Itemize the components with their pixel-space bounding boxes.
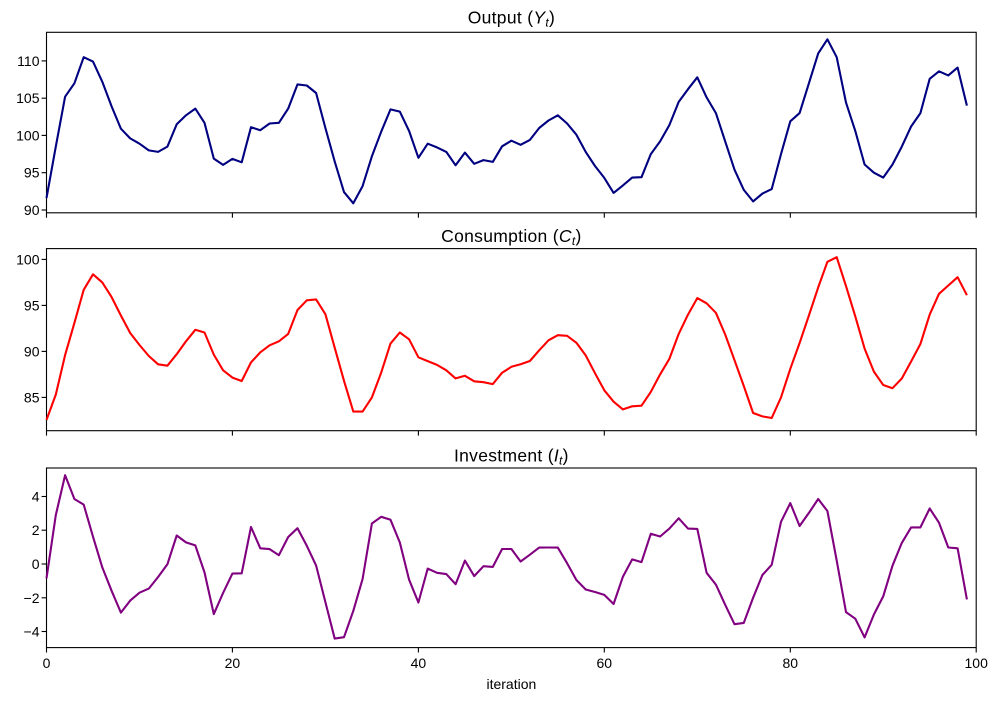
- svg-text:2: 2: [32, 522, 40, 538]
- svg-text:105: 105: [16, 90, 40, 106]
- svg-text:20: 20: [225, 655, 241, 671]
- svg-text:40: 40: [411, 655, 427, 671]
- svg-text:95: 95: [24, 165, 40, 181]
- svg-text:85: 85: [24, 389, 40, 405]
- svg-text:0: 0: [43, 655, 51, 671]
- svg-text:80: 80: [783, 655, 799, 671]
- svg-text:Investment (It): Investment (It): [454, 446, 569, 468]
- svg-text:0: 0: [32, 556, 40, 572]
- svg-text:90: 90: [24, 343, 40, 359]
- svg-text:Output (Yt): Output (Yt): [468, 8, 555, 30]
- svg-text:iteration: iteration: [486, 676, 536, 692]
- svg-text:4: 4: [32, 489, 40, 505]
- svg-text:100: 100: [965, 655, 989, 671]
- svg-text:100: 100: [16, 251, 40, 267]
- svg-text:Consumption (Ct): Consumption (Ct): [441, 226, 581, 248]
- svg-text:90: 90: [24, 202, 40, 218]
- svg-text:−2: −2: [24, 590, 40, 606]
- svg-text:60: 60: [597, 655, 613, 671]
- svg-text:110: 110: [17, 53, 40, 69]
- svg-text:95: 95: [24, 297, 40, 313]
- svg-text:100: 100: [16, 127, 40, 143]
- svg-text:−4: −4: [24, 624, 40, 640]
